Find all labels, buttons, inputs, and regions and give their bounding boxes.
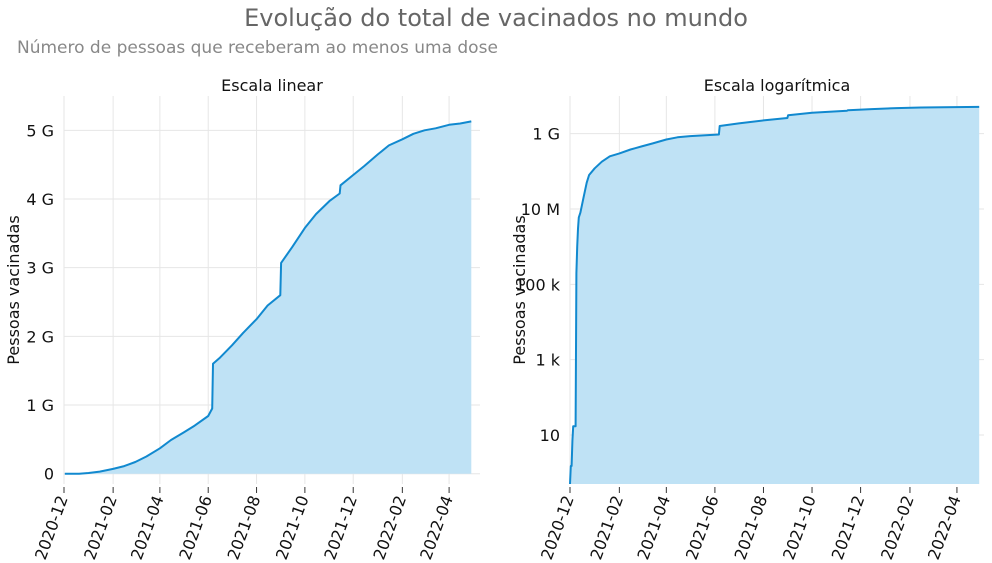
- series-line: [64, 120, 472, 475]
- series-line: [569, 105, 980, 485]
- figure-title: Evolução do total de vacinados no mundo: [244, 4, 748, 32]
- y-tick-label: 4 G: [26, 190, 54, 209]
- x-tick-label: 2021-10: [272, 493, 313, 562]
- y-tick-label: 10 M: [521, 200, 560, 219]
- x-tick-label: 2021-12: [320, 493, 361, 562]
- y-tick-label: 3 G: [26, 259, 54, 278]
- subplot-title: Escala logarítmica: [704, 76, 851, 95]
- y-axis-label: Pessoas vacinadas: [4, 215, 23, 364]
- x-tick-label: 2022-02: [877, 493, 918, 562]
- x-tick-label: 2022-04: [416, 493, 457, 562]
- figure-subtitle: Número de pessoas que receberam ao menos…: [17, 38, 498, 58]
- series-area: [570, 106, 980, 485]
- x-tick-label: 2021-08: [224, 493, 265, 562]
- y-tick-label: 2 G: [26, 327, 54, 346]
- y-tick-label: 100 k: [515, 275, 561, 294]
- y-tick-label: 10: [540, 426, 560, 445]
- x-tick-label: 2021-08: [731, 493, 772, 562]
- x-tick-label: 2020-12: [537, 493, 578, 562]
- y-tick-label: 0: [44, 465, 54, 484]
- y-axis-label: Pessoas vacinadas: [510, 215, 529, 364]
- series-area: [64, 121, 472, 474]
- x-tick-label: 2020-12: [31, 493, 72, 562]
- x-tick-label: 2021-06: [682, 493, 723, 562]
- x-tick-label: 2021-02: [586, 493, 627, 562]
- x-tick-label: 2021-04: [127, 493, 168, 562]
- x-tick-label: 2021-06: [175, 493, 216, 562]
- y-tick-label: 1 G: [532, 125, 560, 144]
- x-tick-label: 2021-10: [779, 493, 820, 562]
- x-tick-label: 2021-04: [633, 493, 674, 562]
- x-tick-label: 2021-02: [80, 493, 121, 562]
- y-tick-label: 1 k: [535, 351, 560, 370]
- x-tick-label: 2022-02: [369, 493, 410, 562]
- y-tick-label: 1 G: [26, 396, 54, 415]
- subplot-title: Escala linear: [221, 76, 323, 95]
- x-tick-label: 2022-04: [924, 493, 965, 562]
- y-tick-label: 5 G: [26, 121, 54, 140]
- x-tick-label: 2021-12: [828, 493, 869, 562]
